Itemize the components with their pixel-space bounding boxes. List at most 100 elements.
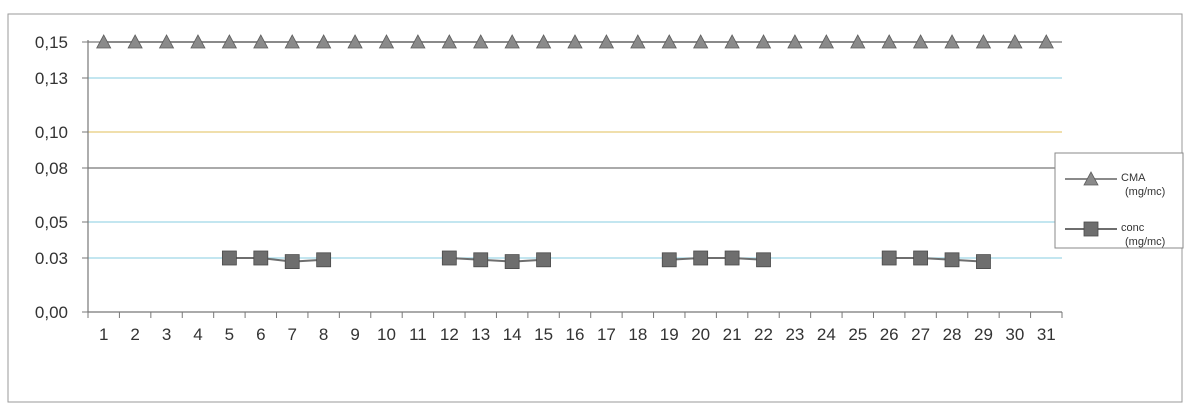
y-tick-label: 0,00	[35, 303, 68, 322]
x-tick-label: 3	[162, 325, 171, 344]
data-point	[881, 250, 897, 266]
legend-marker	[1083, 171, 1099, 186]
legend-label: conc	[1121, 222, 1145, 234]
data-point	[787, 34, 803, 49]
data-point	[473, 252, 489, 268]
data-point	[975, 34, 992, 49]
data-point	[253, 34, 269, 49]
data-point	[347, 34, 363, 49]
series-cma	[96, 34, 1054, 49]
x-tick-label: 16	[566, 325, 585, 344]
x-tick-label: 25	[848, 325, 867, 344]
data-point	[253, 250, 269, 266]
data-point	[944, 252, 960, 268]
legend-label: CMA	[1121, 172, 1146, 184]
x-tick-label: 6	[256, 325, 265, 344]
legend: CMA (mg/mc) conc (mg/mc)	[1054, 152, 1184, 249]
x-tick-label: 23	[785, 325, 804, 344]
data-point	[598, 34, 615, 49]
data-point	[410, 34, 426, 49]
data-point	[127, 34, 143, 49]
data-point	[756, 252, 771, 268]
x-tick-label: 19	[660, 325, 679, 344]
y-tick-label: 0,05	[35, 213, 68, 232]
x-tick-label: 12	[440, 325, 459, 344]
y-tick-label: 0,15	[35, 33, 68, 52]
data-point	[1007, 34, 1023, 49]
y-tick-label: 0,08	[35, 159, 68, 178]
x-tick-label: 11	[409, 325, 427, 344]
data-point	[536, 252, 551, 268]
data-point	[567, 34, 583, 49]
x-tick-label: 26	[880, 325, 899, 344]
series-group	[96, 34, 1054, 270]
legend-item: CMA (mg/mc)	[1065, 171, 1165, 198]
data-point	[315, 34, 332, 49]
data-point	[944, 34, 960, 49]
legend-marker	[1083, 221, 1099, 237]
data-point	[441, 34, 457, 49]
x-tick-label: 1	[99, 325, 108, 344]
data-point	[284, 34, 300, 49]
data-point	[850, 34, 866, 49]
data-point	[504, 34, 520, 49]
x-tick-label: 14	[503, 325, 522, 344]
series-conc	[221, 250, 991, 270]
legend-label-unit: (mg/mc)	[1125, 186, 1165, 198]
data-point	[378, 34, 395, 49]
x-tick-label: 9	[350, 325, 359, 344]
x-tick-label: 10	[377, 325, 396, 344]
data-point	[912, 34, 929, 49]
data-point	[473, 34, 489, 49]
legend-label-unit: (mg/mc)	[1125, 236, 1165, 248]
data-point	[96, 34, 112, 49]
x-tick-label: 29	[974, 325, 993, 344]
x-tick-label: 13	[471, 325, 490, 344]
x-tick-label: 27	[911, 325, 930, 344]
x-tick-label: 24	[817, 325, 836, 344]
data-point	[504, 254, 520, 270]
data-point	[630, 34, 646, 49]
x-tick-label: 17	[597, 325, 616, 344]
x-tick-label: 21	[723, 325, 742, 344]
data-point	[881, 34, 897, 49]
y-tick-label: 0.03	[35, 249, 68, 268]
x-tick-label: 4	[193, 325, 202, 344]
data-point	[158, 34, 175, 49]
x-tick-label: 28	[943, 325, 962, 344]
data-point	[221, 34, 238, 49]
y-tick-label: 0,13	[35, 69, 68, 88]
data-point	[724, 34, 740, 49]
x-tick-label: 5	[225, 325, 234, 344]
data-point	[913, 250, 929, 266]
x-tick-label: 15	[534, 325, 553, 344]
y-tick-label: 0,10	[35, 123, 68, 142]
data-point	[693, 250, 709, 266]
data-point	[535, 34, 552, 49]
data-point	[284, 254, 300, 270]
x-tick-label: 22	[754, 325, 773, 344]
x-tick-label: 30	[1005, 325, 1024, 344]
legend-box	[1054, 152, 1184, 249]
data-point	[1038, 34, 1054, 49]
x-tick-label: 8	[319, 325, 328, 344]
data-point	[661, 34, 677, 49]
x-tick-label: 31	[1037, 325, 1056, 344]
data-point	[190, 34, 206, 49]
data-point	[441, 250, 457, 266]
data-point	[755, 34, 772, 49]
x-tick-label: 2	[130, 325, 139, 344]
x-tick-label: 7	[287, 325, 296, 344]
data-point	[976, 254, 991, 270]
data-point	[661, 252, 677, 268]
data-point	[724, 250, 740, 266]
axes: 0,000.030,050,080,100,130,151 2 3 4 5 6 7 8 9 10 1…	[35, 33, 1063, 344]
data-point	[221, 250, 237, 266]
x-tick-label: 18	[628, 325, 647, 344]
data-point	[693, 34, 709, 49]
data-point	[818, 34, 835, 49]
legend-item: conc (mg/mc)	[1065, 221, 1165, 248]
